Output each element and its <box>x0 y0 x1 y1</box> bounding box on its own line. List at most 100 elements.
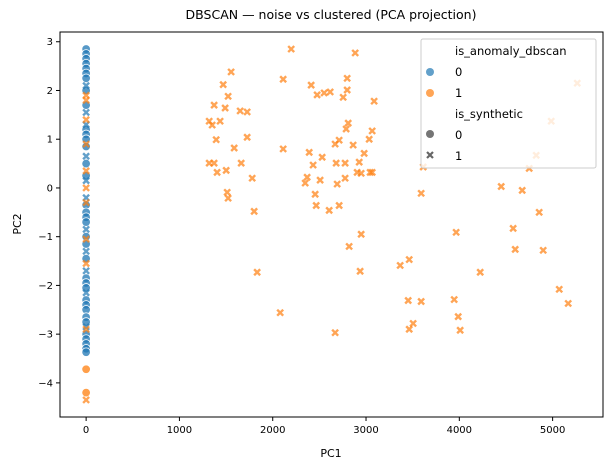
data-point-x <box>221 104 229 112</box>
x-tick-label: 5000 <box>540 425 565 436</box>
data-point-x <box>452 228 460 237</box>
legend-marker-style-0 <box>426 130 434 138</box>
legend-hue-title: is_anomaly_dbscan <box>455 44 567 58</box>
data-point-x <box>404 296 413 305</box>
data-point-x <box>303 173 311 182</box>
data-point-x <box>345 242 353 251</box>
data-point-x <box>82 108 90 117</box>
data-point-x <box>82 96 90 105</box>
data-point-circle <box>81 347 91 357</box>
data-point-x <box>518 186 527 195</box>
data-point-x <box>287 45 296 53</box>
y-tick-label: −4 <box>38 378 53 389</box>
data-point-x <box>82 184 90 192</box>
data-point-x <box>227 68 235 76</box>
data-point-x <box>312 201 321 210</box>
legend-marker-style-1 <box>426 151 434 159</box>
data-point-x <box>343 86 352 94</box>
points-layer <box>81 44 582 404</box>
y-tick-label: 1 <box>47 135 53 146</box>
data-point-x <box>555 285 564 294</box>
data-point-circle <box>81 158 91 169</box>
data-point-x <box>82 167 90 175</box>
data-point-x <box>237 159 246 167</box>
data-point-circle <box>81 217 91 227</box>
data-point-x <box>82 396 90 404</box>
data-point-x <box>279 75 288 84</box>
data-point-x <box>365 135 374 144</box>
data-point-x <box>309 161 317 169</box>
data-point-x <box>305 148 314 157</box>
data-point-x <box>279 145 288 153</box>
data-point-x <box>342 125 350 133</box>
data-point-x <box>343 74 352 83</box>
x-axis-label: PC1 <box>320 447 341 460</box>
data-point-x <box>243 133 252 142</box>
data-point-x <box>276 308 285 317</box>
data-point-x <box>82 115 90 124</box>
y-tick-label: −1 <box>38 232 53 243</box>
plot-frame <box>59 31 604 418</box>
data-point-x <box>368 127 377 135</box>
legend-box <box>420 38 597 169</box>
data-point-x <box>366 168 374 177</box>
data-point-x <box>222 166 231 175</box>
data-point-x <box>509 224 518 233</box>
data-point-x <box>223 188 232 197</box>
data-point-x <box>236 107 245 115</box>
data-point-circle <box>81 73 91 83</box>
data-point-circle <box>81 387 91 398</box>
data-point-x <box>360 149 369 158</box>
data-point-x <box>335 136 343 145</box>
x-tick-label: 2000 <box>260 425 285 436</box>
data-point-x <box>396 261 405 270</box>
data-point-x <box>216 117 224 126</box>
data-point-x <box>82 266 90 275</box>
data-point-x <box>456 326 465 335</box>
data-point-x <box>349 141 357 149</box>
data-point-x <box>326 88 335 96</box>
data-point-x <box>535 208 544 217</box>
data-point-x <box>82 259 90 268</box>
data-point-x <box>341 174 349 183</box>
legend-style-0-label: 0 <box>455 128 462 142</box>
x-axis: 0 1000 2000 3000 4000 5000 <box>83 417 565 436</box>
data-point-x <box>409 319 417 328</box>
data-point-x <box>82 198 90 207</box>
data-point-x <box>82 325 90 334</box>
data-point-x <box>325 206 334 215</box>
data-point-x <box>208 121 217 129</box>
data-point-x <box>476 268 485 277</box>
legend-marker-hue-1 <box>426 89 434 97</box>
x-tick-label: 4000 <box>447 425 472 436</box>
data-point-x <box>219 80 228 89</box>
data-point-x <box>224 194 232 203</box>
y-tick-label: 0 <box>47 183 53 194</box>
legend-style-1-label: 1 <box>455 149 462 163</box>
data-point-x <box>357 169 366 178</box>
data-point-x <box>511 245 520 254</box>
data-point-x <box>370 97 378 106</box>
y-tick-label: −3 <box>38 330 53 341</box>
data-point-x <box>250 207 259 216</box>
data-point-x <box>210 101 218 109</box>
data-point-x <box>564 299 573 308</box>
data-point-x <box>454 312 463 321</box>
data-point-x <box>82 235 90 243</box>
data-point-x <box>82 81 90 90</box>
legend-hue-1-label: 1 <box>455 86 462 100</box>
data-point-x <box>212 135 221 144</box>
y-tick-label: 2 <box>47 86 53 97</box>
x-tick-label: 1000 <box>167 425 192 436</box>
data-point-x <box>82 140 90 148</box>
data-point-x <box>450 295 459 304</box>
data-point-x <box>344 119 353 127</box>
data-point-x <box>82 176 90 185</box>
data-point-x <box>313 91 321 99</box>
x-tick-label: 3000 <box>353 425 378 436</box>
data-point-x <box>332 159 341 167</box>
data-point-x <box>335 201 343 210</box>
data-point-x <box>539 246 548 255</box>
data-point-x <box>224 92 232 101</box>
